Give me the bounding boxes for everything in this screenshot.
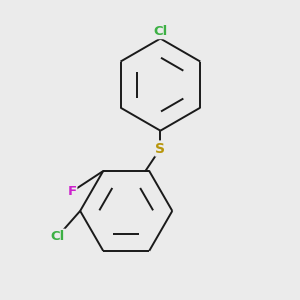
Text: F: F	[67, 185, 76, 198]
Text: Cl: Cl	[153, 25, 167, 38]
Text: Cl: Cl	[51, 230, 65, 243]
Text: S: S	[155, 142, 165, 155]
